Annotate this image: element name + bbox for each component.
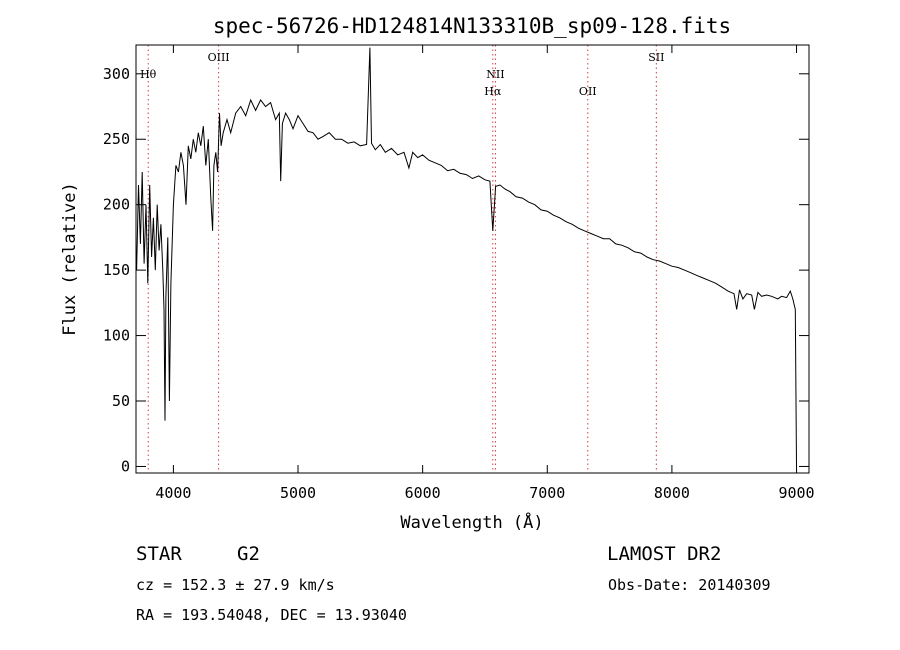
line-marker-label: Hα: [484, 85, 502, 98]
x-tick-label: 5000: [280, 484, 316, 502]
y-axis-label: Flux (relative): [60, 182, 80, 336]
x-tick-label: 6000: [405, 484, 441, 502]
spectral-line-markers: Hθ OIII NII Hα OII SII: [140, 45, 664, 473]
x-tick-label: 4000: [155, 484, 191, 502]
line-marker-label: Hθ: [140, 68, 157, 81]
y-tick-label: 0: [121, 457, 130, 475]
line-marker-label: OII: [579, 85, 597, 98]
y-tick-label: 100: [103, 327, 130, 345]
spectrum-line: [136, 47, 797, 467]
line-marker-label: NII: [486, 68, 504, 81]
y-tick-label: 250: [103, 130, 130, 148]
plot-frame: [135, 44, 810, 474]
y-tick-label: 150: [103, 261, 130, 279]
axis-ticks: 4000 5000 6000 7000 8000 9000 0 50 100 150 200 250 3…: [103, 45, 815, 502]
chart-title: spec-56726-HD124814N133310B_sp09-128.fit…: [213, 14, 731, 38]
obs-date: Obs-Date: 20140309: [608, 576, 771, 594]
x-tick-label: 9000: [778, 484, 814, 502]
redshift-cz: cz = 152.3 ± 27.9 km/s: [136, 576, 335, 594]
x-tick-label: 7000: [529, 484, 565, 502]
survey-name: LAMOST DR2: [607, 543, 721, 565]
coordinates: RA = 193.54048, DEC = 13.93040: [136, 606, 407, 624]
y-tick-label: 300: [103, 65, 130, 83]
line-marker-label: OIII: [208, 51, 230, 64]
y-tick-label: 200: [103, 196, 130, 214]
x-axis-label: Wavelength (Å): [400, 511, 543, 533]
x-tick-label: 8000: [654, 484, 690, 502]
object-type: STAR: [136, 543, 182, 565]
y-tick-label: 50: [112, 392, 130, 410]
line-marker-label: SII: [648, 51, 664, 64]
subclass: G2: [237, 543, 260, 565]
